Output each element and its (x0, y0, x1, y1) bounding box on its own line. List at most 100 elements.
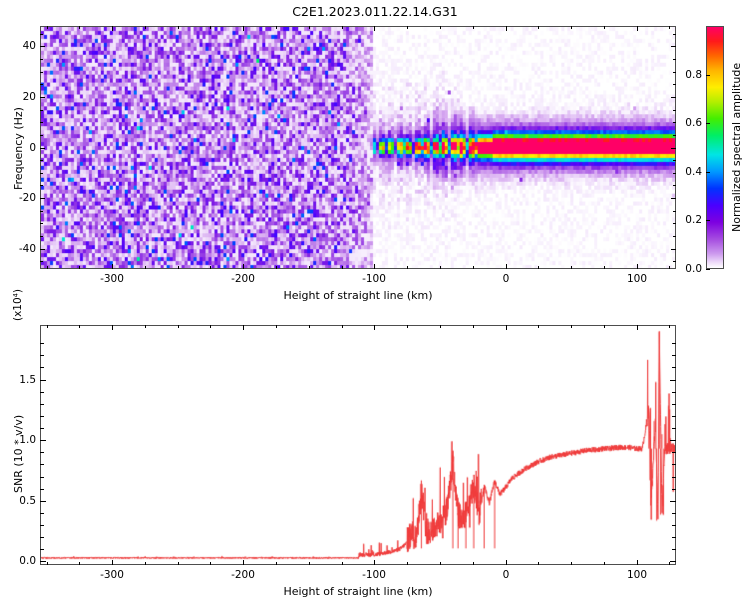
colorbar-ticklabel: 0.6 (685, 117, 702, 129)
snr-xticklabel: 0 (502, 569, 510, 581)
spec-xtick-minor (538, 266, 539, 269)
snr-ytick-minor (40, 549, 44, 550)
spec-ytick-minor (40, 211, 43, 212)
spec-ytick-major-right (671, 46, 676, 47)
spec-ytick-minor (40, 160, 43, 161)
snr-ytick-major (40, 380, 46, 381)
spec-xtick-major (112, 264, 113, 269)
spec-ytick-minor (40, 236, 43, 237)
spec-xtick-minor (440, 266, 441, 269)
snr-xticklabel: -300 (100, 569, 124, 581)
snr-y-multiplier: (x10⁴) (12, 289, 24, 321)
spec-yticklabel: 0 (29, 142, 36, 154)
spec-xtick-minor-top (669, 26, 670, 29)
snr-ytick-minor (40, 428, 44, 429)
snr-ytick-minor (40, 416, 44, 417)
snr-ytick-major-right (670, 440, 676, 441)
snr-xtick-minor-top (309, 325, 310, 328)
snr-xtick-minor-top (342, 325, 343, 328)
spec-xtick-major (637, 264, 638, 269)
colorbar-gradient[interactable] (706, 26, 724, 269)
snr-ytick-minor-right (672, 464, 676, 465)
spec-xtick-minor (178, 266, 179, 269)
snr-xticklabel: -200 (231, 569, 255, 581)
snr-xtick-minor (79, 562, 80, 565)
snr-xtick-minor-top (145, 325, 146, 328)
snr-ytick-minor (40, 464, 44, 465)
figure-title: C2E1.2023.011.22.14.G31 (292, 4, 458, 19)
spec-xtick-minor (604, 266, 605, 269)
spec-xtick-minor (276, 266, 277, 269)
snr-xtick-minor (669, 562, 670, 565)
spec-xtick-minor (210, 266, 211, 269)
colorbar-ticklabel: 0.2 (685, 214, 702, 226)
spec-xtick-major-top (112, 26, 113, 31)
colorbar-ticklabel: 0.0 (685, 263, 702, 275)
spec-ytick-minor-right (673, 223, 676, 224)
spec-xtick-minor-top (210, 26, 211, 29)
snr-ytick-major-right (670, 561, 676, 562)
colorbar-tick (706, 75, 710, 76)
snr-yticklabel: 1.5 (19, 374, 36, 386)
spec-ytick-minor (40, 122, 43, 123)
snr-xtick-minor (145, 562, 146, 565)
spec-ytick-major (40, 97, 45, 98)
spec-xticklabel: -300 (100, 273, 124, 285)
snr-ytick-minor-right (672, 416, 676, 417)
snr-xtick-minor-top (538, 325, 539, 328)
spec-ytick-minor (40, 72, 43, 73)
snr-axes[interactable] (40, 325, 676, 565)
snr-ytick-minor-right (672, 452, 676, 453)
snr-xtick-minor-top (604, 325, 605, 328)
spec-ytick-minor-right (673, 122, 676, 123)
snr-ytick-minor-right (672, 392, 676, 393)
spec-yticklabel: 20 (22, 91, 36, 103)
spec-xtick-minor-top (309, 26, 310, 29)
snr-xtick-minor (604, 562, 605, 565)
spec-ytick-major-right (671, 249, 676, 250)
spec-xtick-minor-top (178, 26, 179, 29)
spec-xtick-minor-top (440, 26, 441, 29)
snr-ytick-minor (40, 367, 44, 368)
spec-ytick-major (40, 249, 45, 250)
spec-xticklabel: 100 (626, 273, 648, 285)
spec-xtick-minor (145, 266, 146, 269)
snr-ytick-minor-right (672, 428, 676, 429)
spec-ytick-minor-right (673, 160, 676, 161)
snr-ytick-minor (40, 477, 44, 478)
snr-ytick-minor (40, 452, 44, 453)
snr-ytick-minor (40, 404, 44, 405)
spec-yticklabel: -40 (18, 243, 36, 255)
spec-xtick-minor (473, 266, 474, 269)
snr-ytick-minor-right (672, 343, 676, 344)
snr-xtick-minor (342, 562, 343, 565)
spec-ytick-minor-right (673, 84, 676, 85)
snr-xtick-minor (571, 562, 572, 565)
spec-ytick-minor (40, 223, 43, 224)
spec-ytick-minor-right (673, 135, 676, 136)
spec-ytick-minor (40, 59, 43, 60)
snr-ytick-minor-right (672, 404, 676, 405)
colorbar-ticklabel: 0.4 (685, 166, 702, 178)
snr-ytick-minor-right (672, 355, 676, 356)
snr-xtick-major (243, 560, 244, 565)
spec-ytick-minor (40, 185, 43, 186)
spec-xtick-major (374, 264, 375, 269)
spec-xticklabel: -200 (231, 273, 255, 285)
snr-ytick-minor-right (672, 489, 676, 490)
spec-xtick-minor (309, 266, 310, 269)
spec-ytick-minor-right (673, 185, 676, 186)
snr-xtick-major (637, 560, 638, 565)
spec-xtick-major-top (243, 26, 244, 31)
snr-ytick-minor-right (672, 367, 676, 368)
spectrogram-axes[interactable] (40, 26, 676, 269)
snr-ytick-major-right (670, 380, 676, 381)
snr-xtick-major-top (637, 325, 638, 330)
spec-xtick-major (243, 264, 244, 269)
spec-ytick-major (40, 148, 45, 149)
spec-xtick-minor (669, 266, 670, 269)
snr-xtick-minor-top (47, 325, 48, 328)
colorbar-title: Normalized spectral amplitude (730, 62, 743, 232)
snr-xtick-minor-top (276, 325, 277, 328)
colorbar-tick (706, 123, 710, 124)
